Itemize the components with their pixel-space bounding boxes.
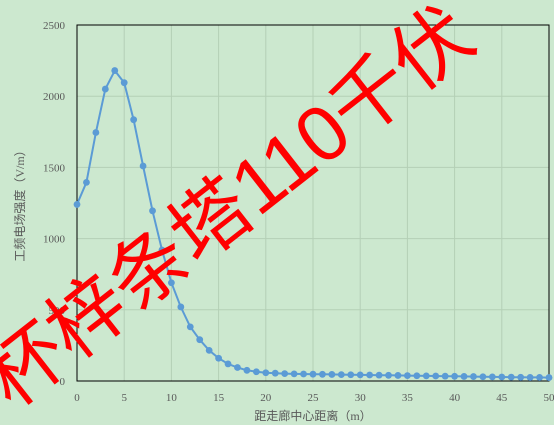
data-point: [375, 371, 383, 379]
data-point: [385, 371, 392, 379]
data-point: [281, 370, 289, 377]
data-point: [507, 373, 515, 381]
data-point: [536, 374, 543, 381]
data-point: [319, 370, 326, 378]
y-tick-labels: 0 500 1000 1500 2000 2500: [43, 20, 66, 388]
gridlines: [77, 25, 549, 381]
data-point: [479, 373, 487, 381]
data-point: [451, 372, 458, 380]
data-point: [120, 79, 128, 87]
y-tick-label: 1000: [43, 234, 66, 246]
x-tick-labels: 0 5 10 15 20 25 30 35 40 45 50: [74, 392, 554, 404]
data-point: [517, 373, 525, 381]
data-point: [92, 129, 100, 136]
data-point: [177, 303, 185, 311]
data-point: [234, 364, 241, 371]
data-point: [290, 370, 298, 378]
data-point: [347, 371, 355, 379]
data-point: [130, 116, 138, 124]
x-tick-label: 35: [402, 392, 414, 404]
data-point: [309, 370, 317, 378]
data-point: [394, 372, 402, 379]
data-point: [224, 360, 232, 368]
data-point: [252, 368, 260, 376]
series-group: [73, 67, 553, 381]
data-point: [441, 372, 449, 380]
data-point: [413, 372, 421, 380]
x-tick-label: 45: [496, 392, 508, 404]
data-point: [328, 371, 336, 378]
data-point: [488, 373, 496, 381]
data-point: [470, 373, 477, 380]
y-tick-label: 2000: [43, 91, 66, 103]
data-point: [356, 371, 364, 379]
data-point: [168, 279, 175, 287]
data-point: [158, 246, 166, 254]
y-tick-label: 2500: [43, 20, 66, 32]
data-point: [139, 162, 147, 170]
data-point: [262, 369, 270, 377]
x-tick-label: 40: [449, 392, 461, 404]
data-point: [186, 323, 194, 331]
y-tick-label: 1500: [43, 162, 66, 174]
data-point: [545, 374, 553, 381]
x-tick-label: 10: [166, 392, 178, 404]
data-point: [526, 374, 534, 381]
data-point: [73, 201, 81, 208]
data-point: [460, 373, 468, 380]
x-axis-title: 距走廊中心距离（m）: [254, 408, 371, 423]
data-point: [196, 336, 204, 344]
y-axis-title: 工频电场强度（V/m）: [12, 144, 27, 261]
data-point: [149, 207, 156, 215]
data-point: [422, 372, 430, 380]
data-point: [83, 178, 90, 186]
data-point: [205, 346, 213, 354]
data-point: [337, 371, 345, 378]
x-tick-label: 30: [355, 392, 367, 404]
y-tick-label: 500: [49, 305, 66, 317]
y-tick-label: 0: [60, 376, 66, 388]
x-tick-label: 0: [74, 392, 80, 404]
data-point: [215, 354, 223, 362]
data-point: [498, 373, 506, 381]
x-tick-label: 20: [260, 392, 272, 404]
data-point: [300, 370, 307, 378]
x-tick-label: 5: [121, 392, 127, 404]
data-point: [111, 67, 119, 74]
data-point: [101, 85, 109, 93]
data-point: [366, 371, 374, 379]
data-point: [243, 366, 251, 374]
data-point: [271, 369, 279, 377]
x-tick-label: 50: [544, 392, 554, 404]
data-point: [404, 372, 411, 379]
data-point: [432, 372, 440, 380]
x-tick-label: 25: [308, 392, 320, 404]
x-tick-label: 15: [213, 392, 225, 404]
